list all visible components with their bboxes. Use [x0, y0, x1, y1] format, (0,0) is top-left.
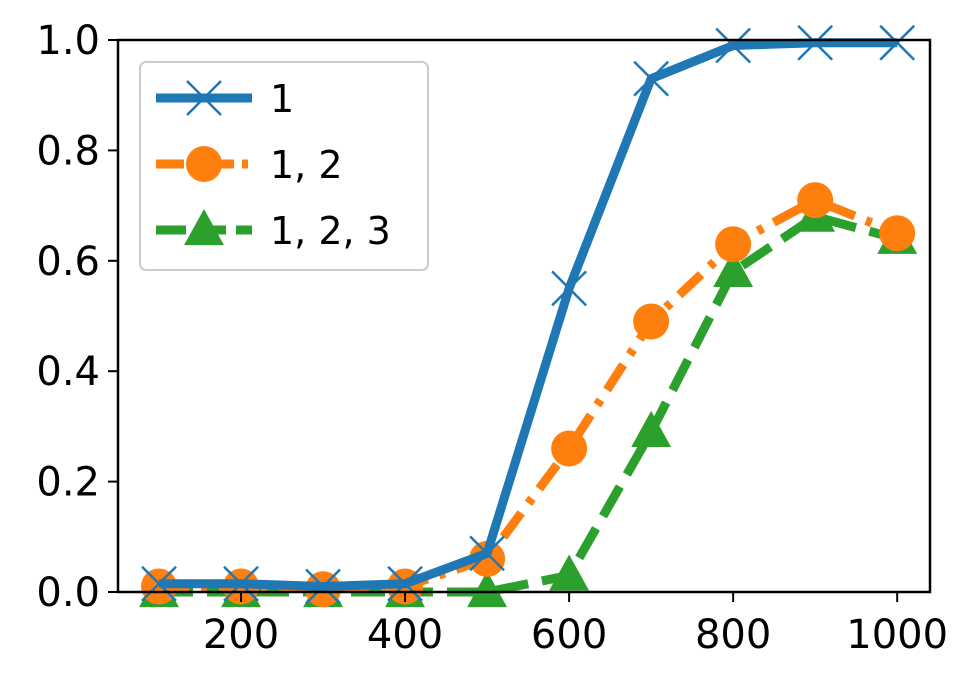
- series-3-point-6: [549, 554, 590, 591]
- series-1-point-7: [633, 60, 670, 97]
- x-tick-label: 400: [367, 612, 443, 658]
- series-1-point-10: [879, 24, 916, 61]
- legend-marker: [186, 80, 222, 116]
- series-1-point-4: [387, 565, 423, 602]
- legend: 1 1, 2 1, 2, 3: [139, 61, 429, 271]
- plot-frame: [116, 38, 932, 594]
- legend-item-2: 1, 2: [156, 143, 343, 187]
- series-2-point-6: [551, 430, 588, 467]
- x-tick-label: 800: [695, 612, 771, 658]
- series-2-point-9: [797, 182, 834, 219]
- legend-item-1: 1: [156, 77, 294, 121]
- y-tick-label: 1.0: [36, 18, 100, 64]
- series-1-point-9: [797, 24, 834, 61]
- series-1-point-3: [305, 568, 341, 605]
- series-1-point-6: [551, 270, 587, 307]
- y-tick-label: 0.2: [36, 460, 100, 506]
- x-tick-label: 600: [531, 612, 607, 658]
- x-tick-label: 1000: [846, 612, 948, 658]
- series-layer: [139, 24, 918, 608]
- series-1-point-8: [715, 27, 752, 64]
- y-tick-label: 0.4: [36, 349, 100, 395]
- legend-item-3: 1, 2, 3: [156, 209, 391, 253]
- legend-label: 1: [270, 77, 294, 121]
- axis-ticks: 200 400 600 800 1000 0.0 0.2 0.4 0.6 0.8 1.0: [36, 18, 948, 658]
- series-2-point-7: [633, 303, 670, 340]
- legend-box: [139, 61, 429, 271]
- series-1: [141, 24, 916, 605]
- series-1-line: [159, 38, 898, 591]
- series-1-point-1: [141, 565, 177, 602]
- series-3-point-5: [467, 571, 508, 608]
- legend-label: 1, 2: [270, 143, 343, 187]
- series-2-point-10: [879, 215, 916, 252]
- series-2-point-8: [715, 226, 752, 263]
- series-3-line: [159, 212, 899, 597]
- series-3-point-8: [713, 250, 754, 287]
- legend-marker: [184, 209, 224, 246]
- series-3-point-7: [631, 410, 672, 448]
- y-tick-label: 0.0: [36, 570, 100, 616]
- y-tick-label: 0.8: [36, 128, 100, 174]
- series-1-point-2: [223, 565, 259, 602]
- x-tick-label: 200: [203, 612, 279, 658]
- series-1-point-5: [469, 535, 505, 572]
- legend-marker: [186, 146, 222, 182]
- legend-label: 1, 2, 3: [270, 209, 391, 253]
- y-tick-label: 0.6: [36, 239, 100, 285]
- series-2-point-5: [469, 540, 506, 577]
